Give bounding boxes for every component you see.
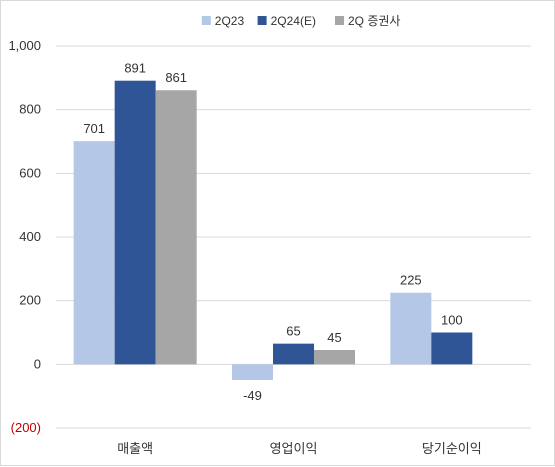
data-labels: 701 891 861 -49 65 45 225 100 [83,61,462,403]
legend-swatch [257,16,267,25]
data-label: 65 [286,324,300,339]
x-axis-categories: 매출액 영업이익 당기순이익 [117,441,482,456]
legend-label: 2Q23 [215,14,245,28]
bar [73,141,115,365]
bars [73,80,473,380]
data-label: 701 [83,121,105,136]
data-label: 861 [165,70,187,85]
bar [155,90,197,365]
bar [431,332,473,365]
y-tick-label: 600 [19,165,41,180]
legend: 2Q23 2Q24(E) 2Q 증권사 [201,14,400,28]
data-label: 225 [400,273,422,288]
data-label: 45 [327,330,341,345]
legend-swatch [335,16,344,25]
x-category-label: 영업이익 [270,441,318,456]
legend-label: 2Q 증권사 [348,14,400,28]
data-label: 891 [124,61,146,76]
legend-swatch [201,16,211,25]
data-label: 100 [441,313,463,328]
y-tick-label: 800 [19,102,41,117]
y-tick-label: 400 [19,229,41,244]
y-tick-label: 1,000 [8,38,41,53]
bar [314,350,355,365]
bar [114,80,156,365]
bar [390,292,432,365]
legend-label: 2Q24(E) [271,14,316,28]
bar [273,343,314,365]
y-axis-ticks: (200) 0 200 400 600 800 1,000 [8,38,41,435]
x-category-label: 당기순이익 [422,441,482,456]
y-tick-label: 200 [19,293,41,308]
data-label: -49 [243,388,262,403]
x-category-label: 매출액 [117,441,153,456]
y-tick-label: 0 [34,356,41,371]
y-tick-label: (200) [11,420,41,435]
bar [232,364,273,380]
